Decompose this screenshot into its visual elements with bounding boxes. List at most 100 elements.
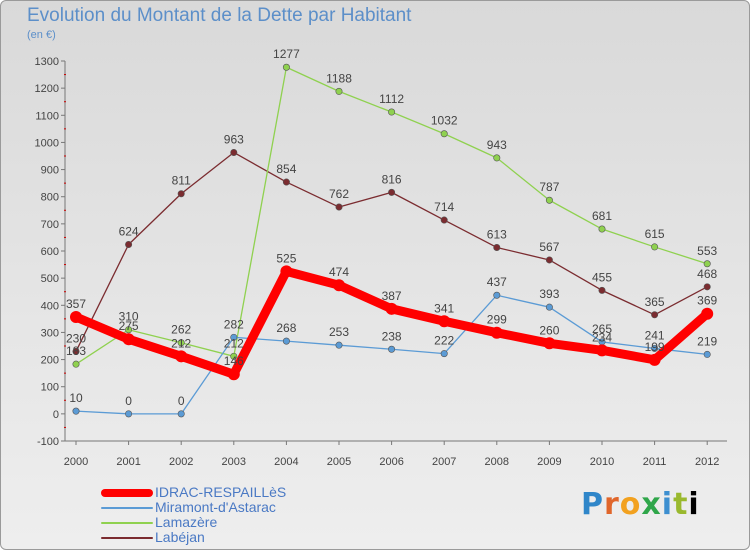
data-point <box>125 410 133 418</box>
data-point <box>72 347 80 355</box>
data-label: 714 <box>434 200 454 214</box>
data-point <box>493 243 501 251</box>
data-label: 787 <box>539 180 559 194</box>
y-tick-label: 500 <box>41 273 59 285</box>
data-point <box>335 203 343 211</box>
y-tick-label: 0 <box>53 409 59 421</box>
data-point <box>651 311 659 319</box>
data-point <box>598 286 606 294</box>
data-point <box>596 344 608 357</box>
data-point <box>440 216 448 224</box>
data-point <box>282 178 290 186</box>
data-point <box>125 326 133 334</box>
data-point <box>545 196 553 204</box>
data-label: 0 <box>125 394 132 408</box>
chart-title: Evolution du Montant de la Dette par Hab… <box>27 5 412 26</box>
data-point <box>230 352 238 360</box>
x-tick-label: 2004 <box>274 456 298 468</box>
data-point <box>490 326 503 339</box>
y-tick-label: 800 <box>41 192 59 204</box>
data-label: 199 <box>645 340 665 354</box>
y-tick-label: 600 <box>41 246 59 258</box>
data-point <box>385 302 398 315</box>
data-label: 613 <box>487 227 507 241</box>
data-point <box>493 154 501 162</box>
legend-swatch <box>101 506 153 509</box>
data-label: 299 <box>487 313 507 327</box>
data-label: 811 <box>172 174 191 188</box>
data-point <box>282 63 290 71</box>
data-label: 369 <box>697 294 717 308</box>
x-tick-label: 2007 <box>432 456 456 468</box>
data-label: 1188 <box>326 71 352 85</box>
data-label: 437 <box>487 275 507 289</box>
data-point <box>177 339 185 347</box>
data-point <box>545 303 553 311</box>
y-tick-label: 100 <box>41 382 59 394</box>
data-label: 212 <box>224 336 244 350</box>
data-label: 525 <box>276 251 296 265</box>
x-tick-label: 2000 <box>64 456 88 468</box>
logo-letter: i <box>688 487 700 522</box>
legend-swatch <box>101 521 153 524</box>
data-label: 183 <box>66 344 86 358</box>
data-label: 553 <box>697 244 717 258</box>
data-label: 146 <box>224 354 244 368</box>
chart-subtitle: (en €) <box>27 29 56 41</box>
logo-letter: o <box>619 487 642 522</box>
data-label: 222 <box>434 334 454 348</box>
legend-swatch <box>101 536 153 539</box>
data-label: 365 <box>645 295 665 309</box>
data-point <box>333 279 345 292</box>
data-point <box>703 260 711 268</box>
logo-letter: t <box>673 487 689 522</box>
data-label: 234 <box>592 330 612 344</box>
data-point <box>72 407 80 415</box>
y-tick-label: -100 <box>37 436 59 448</box>
data-label: 468 <box>697 267 717 281</box>
data-point <box>282 337 290 345</box>
y-tick-label: 700 <box>41 219 59 231</box>
y-tick-label: 900 <box>41 165 59 177</box>
data-point <box>440 350 448 358</box>
data-label: 341 <box>434 301 454 315</box>
proxiti-logo: Proxiti <box>581 487 700 522</box>
data-point <box>70 310 82 323</box>
data-label: 219 <box>697 334 717 348</box>
data-point <box>388 345 396 353</box>
data-point <box>230 333 238 341</box>
data-label: 238 <box>382 329 402 343</box>
data-point <box>122 333 135 346</box>
data-point <box>227 368 240 381</box>
data-point <box>175 350 188 363</box>
data-label: 455 <box>592 270 612 284</box>
data-point <box>651 344 659 352</box>
data-label: 310 <box>119 310 139 324</box>
x-tick-label: 2006 <box>379 456 403 468</box>
data-label: 943 <box>487 138 507 152</box>
data-label: 393 <box>539 287 559 301</box>
legend-swatch <box>101 488 153 497</box>
x-tick-label: 2003 <box>222 456 246 468</box>
data-point <box>335 341 343 349</box>
data-label: 241 <box>645 328 665 342</box>
data-point <box>335 87 343 95</box>
logo-letter: i <box>661 487 674 522</box>
y-tick-label: 1000 <box>35 137 59 149</box>
y-tick-label: 300 <box>41 327 59 339</box>
data-label: 253 <box>329 325 349 339</box>
data-point <box>280 265 293 278</box>
y-tick-label: 200 <box>41 355 59 367</box>
data-label: 854 <box>276 162 296 176</box>
data-point <box>703 283 711 291</box>
data-point <box>701 307 714 320</box>
legend-label: Miramont-d'Astarac <box>155 499 276 515</box>
x-tick-label: 2009 <box>537 456 561 468</box>
data-point <box>493 291 501 299</box>
data-point <box>177 410 185 418</box>
logo-letter: P <box>581 487 604 522</box>
data-point <box>543 337 556 350</box>
data-label: 387 <box>382 289 402 303</box>
